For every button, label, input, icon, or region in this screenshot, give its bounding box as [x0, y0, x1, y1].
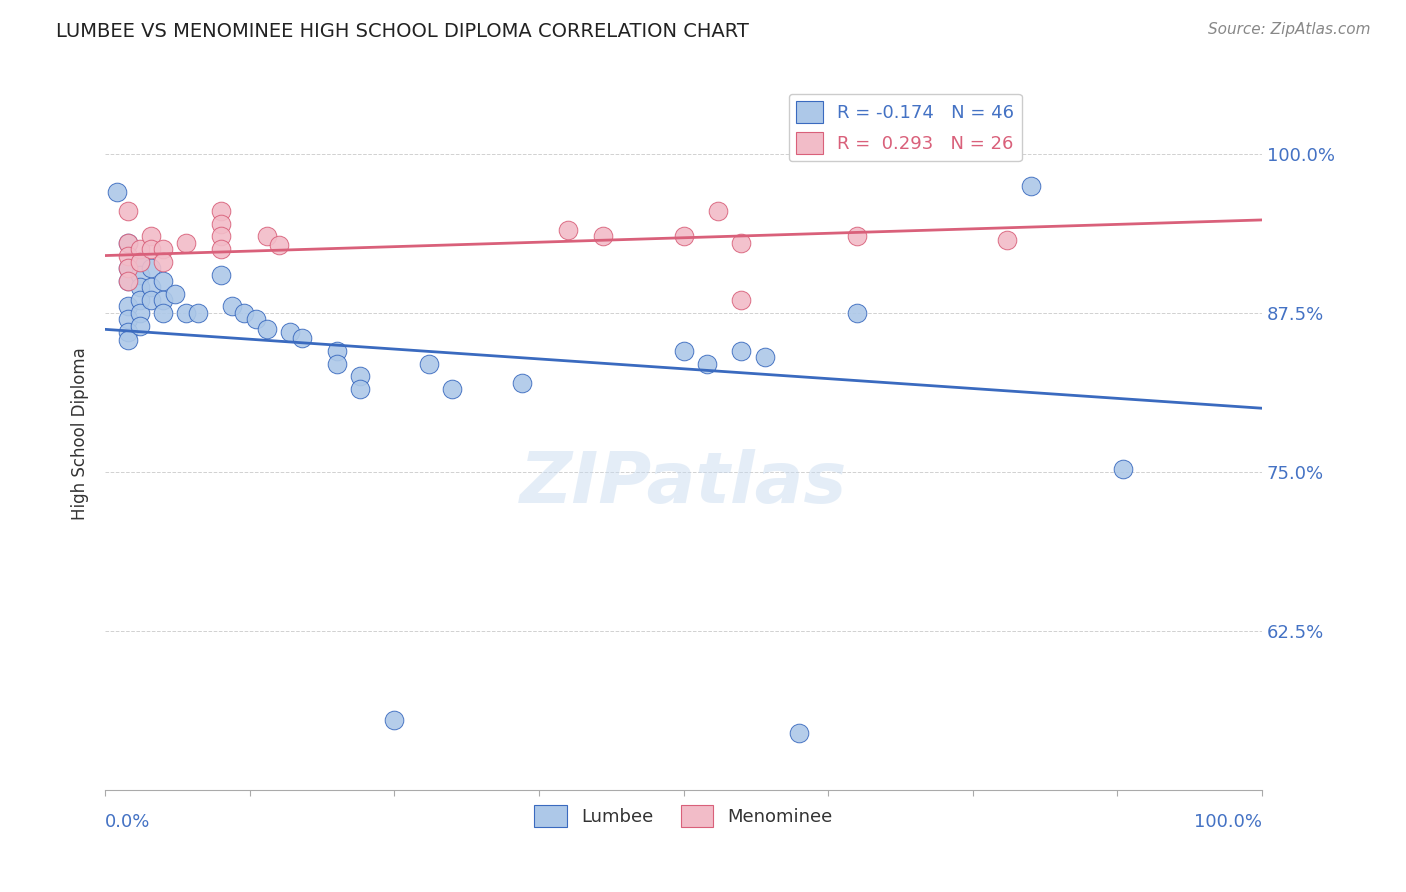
Point [1112, 462, 1135, 476]
Y-axis label: High School Diploma: High School Diploma [72, 347, 89, 520]
Point [325, 343, 347, 358]
Point [209, 217, 232, 231]
Point [384, 713, 406, 727]
Point [129, 318, 152, 333]
Point [117, 235, 139, 250]
Point [672, 343, 695, 358]
Point [117, 300, 139, 314]
Point [117, 333, 139, 347]
Point [245, 312, 267, 326]
Point [1019, 178, 1042, 193]
Point [141, 293, 163, 307]
Point [256, 322, 278, 336]
Point [152, 274, 174, 288]
Point [256, 229, 278, 244]
Point [291, 331, 314, 345]
Point [233, 306, 256, 320]
Point [152, 255, 174, 269]
Point [707, 204, 730, 219]
Point [152, 242, 174, 256]
Point [129, 280, 152, 294]
Point [174, 235, 197, 250]
Point [117, 204, 139, 219]
Point [209, 242, 232, 256]
Text: 100.0%: 100.0% [1194, 813, 1263, 830]
Text: LUMBEE VS MENOMINEE HIGH SCHOOL DIPLOMA CORRELATION CHART: LUMBEE VS MENOMINEE HIGH SCHOOL DIPLOMA … [56, 22, 749, 41]
Point [152, 293, 174, 307]
Point [129, 255, 152, 269]
Point [754, 351, 776, 365]
Point [557, 223, 579, 237]
Legend: Lumbee, Menominee: Lumbee, Menominee [527, 797, 839, 834]
Point [117, 274, 139, 288]
Point [152, 306, 174, 320]
Point [730, 293, 752, 307]
Text: Source: ZipAtlas.com: Source: ZipAtlas.com [1208, 22, 1371, 37]
Point [209, 268, 232, 282]
Point [141, 280, 163, 294]
Point [129, 242, 152, 256]
Point [997, 233, 1019, 247]
Text: 0.0%: 0.0% [105, 813, 150, 830]
Point [846, 229, 869, 244]
Point [105, 185, 128, 199]
Point [418, 357, 440, 371]
Point [117, 312, 139, 326]
Point [129, 268, 152, 282]
Point [846, 306, 869, 320]
Point [278, 325, 301, 339]
Point [267, 238, 290, 252]
Point [174, 306, 197, 320]
Point [187, 306, 209, 320]
Point [787, 725, 810, 739]
Point [730, 235, 752, 250]
Point [117, 235, 139, 250]
Point [141, 261, 163, 276]
Point [441, 382, 464, 396]
Point [221, 300, 243, 314]
Point [325, 357, 347, 371]
Point [730, 343, 752, 358]
Point [117, 325, 139, 339]
Point [117, 261, 139, 276]
Point [209, 204, 232, 219]
Point [117, 274, 139, 288]
Text: ZIPatlas: ZIPatlas [520, 449, 848, 518]
Point [129, 255, 152, 269]
Point [349, 382, 371, 396]
Point [129, 306, 152, 320]
Point [141, 229, 163, 244]
Point [117, 249, 139, 263]
Point [209, 229, 232, 244]
Point [129, 293, 152, 307]
Point [672, 229, 695, 244]
Point [510, 376, 533, 390]
Point [592, 229, 614, 244]
Point [696, 357, 718, 371]
Point [141, 242, 163, 256]
Point [163, 286, 186, 301]
Point [117, 261, 139, 276]
Point [349, 369, 371, 384]
